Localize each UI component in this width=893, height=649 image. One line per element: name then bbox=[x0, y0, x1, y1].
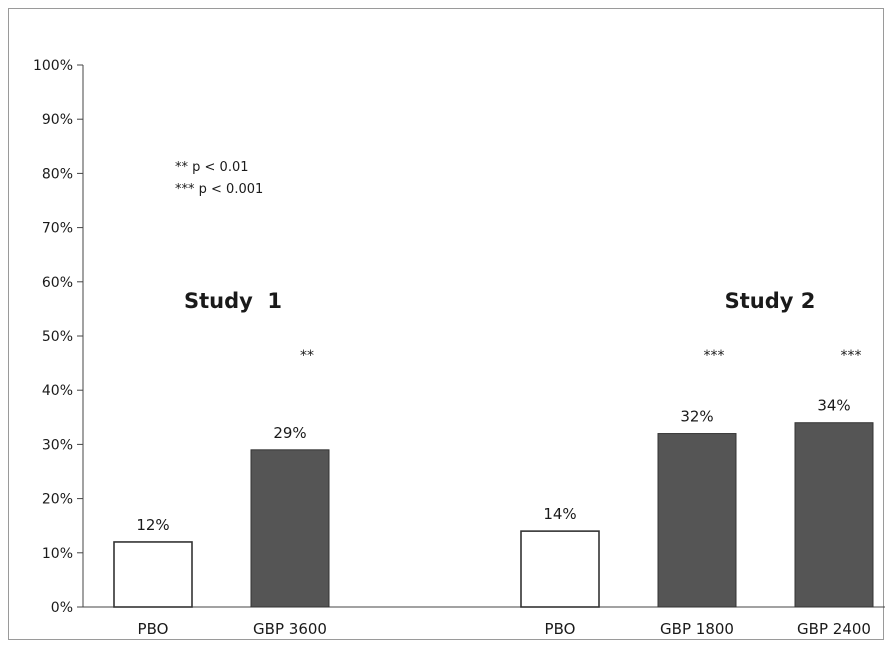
y-tick-label: 50% bbox=[42, 329, 73, 345]
y-tick-label: 30% bbox=[42, 437, 73, 453]
x-tick-label: GBP 3600 bbox=[253, 620, 327, 638]
y-tick-label: 20% bbox=[42, 492, 73, 508]
bar-pbo bbox=[113, 541, 193, 608]
y-tick-label: 0% bbox=[51, 600, 73, 616]
significance-marker: *** bbox=[841, 348, 862, 364]
x-tick-label: PBO bbox=[138, 620, 169, 638]
bar-chart: 0% 10% 20% 30% 40% 50% 60% 70% 80% 90% 100% 12% PBO 2… bbox=[33, 58, 885, 638]
y-tick-label: 40% bbox=[42, 383, 73, 399]
x-tick-label: GBP 1800 bbox=[660, 620, 734, 638]
data-label: 29% bbox=[273, 424, 306, 442]
significance-marker: *** bbox=[704, 348, 725, 364]
bar-gbp-1800 bbox=[657, 433, 737, 608]
data-label: 12% bbox=[136, 516, 169, 534]
y-tick-label: 10% bbox=[42, 546, 73, 562]
group-label: Study 1 bbox=[184, 289, 282, 313]
bar-gbp-3600 bbox=[250, 449, 330, 608]
x-tick-label: GBP 2400 bbox=[797, 620, 871, 638]
bar-pbo bbox=[520, 530, 600, 608]
significance-marker: ** bbox=[300, 348, 314, 364]
y-tick-label: 60% bbox=[42, 275, 73, 291]
significance-legend-note: ** p < 0.01 bbox=[175, 160, 249, 175]
x-tick-label: PBO bbox=[545, 620, 576, 638]
data-label: 14% bbox=[543, 505, 576, 523]
y-tick-label: 70% bbox=[42, 221, 73, 237]
group-label: Study 2 bbox=[725, 289, 816, 313]
y-tick-label: 100% bbox=[33, 58, 73, 74]
bar-gbp-2400 bbox=[794, 422, 874, 608]
data-label: 32% bbox=[680, 408, 713, 426]
y-tick-label: 80% bbox=[42, 166, 73, 182]
significance-legend-note: *** p < 0.001 bbox=[175, 182, 263, 197]
chart-frame: 0% 10% 20% 30% 40% 50% 60% 70% 80% 90% 100% 12% PBO 2… bbox=[8, 8, 885, 640]
data-label: 34% bbox=[817, 397, 850, 415]
y-tick-label: 90% bbox=[42, 112, 73, 128]
